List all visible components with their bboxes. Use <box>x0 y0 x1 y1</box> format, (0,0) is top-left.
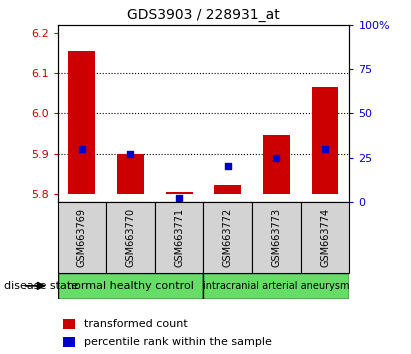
Text: GSM663773: GSM663773 <box>271 207 282 267</box>
Text: percentile rank within the sample: percentile rank within the sample <box>84 337 272 347</box>
Bar <box>106 202 155 273</box>
Bar <box>63 319 75 329</box>
Bar <box>69 51 95 194</box>
Bar <box>263 135 290 194</box>
Text: GSM663770: GSM663770 <box>125 207 136 267</box>
Bar <box>155 202 203 273</box>
Text: GSM663769: GSM663769 <box>77 208 87 267</box>
Point <box>273 155 279 160</box>
Bar <box>58 273 203 299</box>
Text: transformed count: transformed count <box>84 319 187 329</box>
Bar <box>203 202 252 273</box>
Bar <box>117 154 144 194</box>
Point <box>79 146 85 152</box>
Point <box>322 146 328 152</box>
Bar <box>215 185 241 194</box>
Text: GSM663771: GSM663771 <box>174 207 184 267</box>
Text: GSM663774: GSM663774 <box>320 207 330 267</box>
Bar <box>203 273 349 299</box>
Point <box>127 151 134 157</box>
Point <box>224 164 231 169</box>
Bar <box>63 337 75 347</box>
Text: normal healthy control: normal healthy control <box>67 281 194 291</box>
Point <box>176 195 182 201</box>
Bar <box>58 202 106 273</box>
Text: GSM663772: GSM663772 <box>223 207 233 267</box>
Text: disease state: disease state <box>4 281 78 291</box>
Title: GDS3903 / 228931_at: GDS3903 / 228931_at <box>127 8 280 22</box>
Bar <box>252 202 301 273</box>
Bar <box>312 87 338 194</box>
Bar <box>166 192 192 194</box>
Text: intracranial arterial aneurysm: intracranial arterial aneurysm <box>203 281 350 291</box>
Bar <box>301 202 349 273</box>
